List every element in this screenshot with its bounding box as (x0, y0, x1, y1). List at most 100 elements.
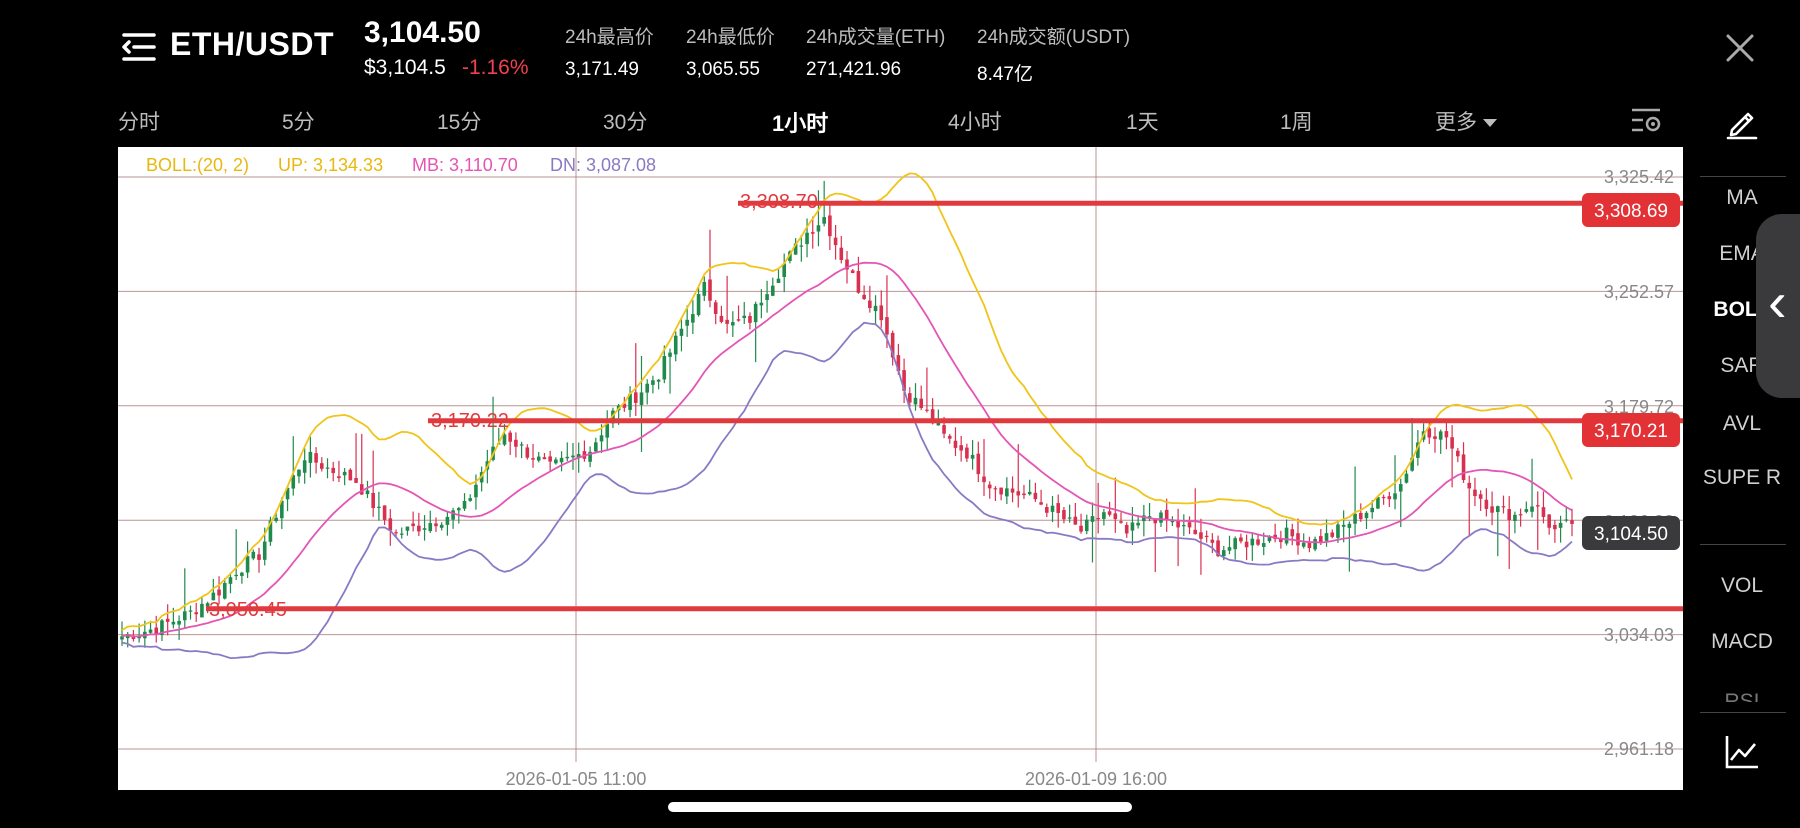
candle-up (1495, 506, 1500, 513)
level-price-tag-high-text: 3,308.69 (1594, 201, 1668, 222)
indicator-sar[interactable]: SAR (1720, 354, 1764, 377)
tab-30m[interactable]: 30分 (603, 111, 648, 134)
candle-down (548, 456, 552, 462)
candle-down (902, 370, 906, 391)
candle-down (1016, 491, 1021, 496)
candle-down (1427, 428, 1432, 438)
tab-1w[interactable]: 1周 (1280, 111, 1313, 134)
candle-down (354, 478, 358, 483)
candle-up (297, 469, 301, 477)
candle-up (645, 383, 649, 393)
pencil-draw-icon[interactable] (1724, 104, 1760, 140)
indicator-macd[interactable]: MACD (1711, 630, 1773, 653)
candle-up (245, 556, 250, 573)
close-icon[interactable] (1724, 32, 1756, 64)
candle-down (1461, 454, 1466, 481)
chart-type-icon[interactable] (1724, 734, 1760, 770)
indicator-avl[interactable]: AVL (1722, 412, 1762, 435)
tab-15m[interactable]: 15分 (437, 111, 482, 134)
indicator-rsi[interactable]: RSI (1724, 690, 1760, 702)
candle-down (1484, 499, 1489, 509)
candle-up (628, 393, 632, 410)
tab-more-dropdown[interactable]: 更多 (1435, 106, 1497, 136)
candle-down (965, 447, 969, 459)
tab-timeline[interactable]: 分时 (118, 111, 160, 134)
indicator-ma[interactable]: MA (1726, 186, 1758, 209)
candle-up (1336, 524, 1340, 538)
stat-label: 24h最高价 (565, 27, 654, 48)
candle-down (719, 315, 724, 322)
candle-up (1364, 512, 1369, 519)
boll-legend-dn: DN: 3,087.08 (550, 155, 656, 175)
candle-down (930, 409, 935, 424)
candle-up (262, 541, 267, 560)
menu-list-icon[interactable] (120, 30, 158, 64)
candle-up (776, 278, 781, 283)
candle-up (1170, 520, 1175, 523)
candle-down (633, 392, 638, 403)
candle-down (1473, 489, 1477, 497)
candle-up (753, 303, 758, 323)
candle-down (1381, 496, 1386, 499)
tab-4h[interactable]: 4小时 (948, 111, 1002, 134)
level-price-tag-mid[interactable] (1582, 413, 1680, 447)
caret-down-icon (1483, 119, 1497, 128)
candle-up (1341, 524, 1346, 527)
candle-up (1564, 519, 1569, 521)
candle-down (885, 317, 889, 335)
candle-up (685, 319, 689, 326)
candle-up (1261, 543, 1266, 547)
stat-label: 24h成交额(USDT) (977, 27, 1131, 48)
candle-up (439, 524, 444, 528)
indicator-vol[interactable]: VOL (1720, 574, 1764, 597)
chart-canvas[interactable]: BOLL:(20, 2) UP: 3,134.33 MB: 3,110.70 D… (118, 147, 1683, 790)
level-line-label-low: 3,050.45 (209, 599, 287, 621)
candle-down (508, 432, 512, 442)
chart-settings-icon[interactable] (1630, 106, 1662, 134)
tab-1h[interactable]: 1小时 (772, 111, 829, 136)
candle-down (868, 300, 872, 308)
candle-up (1136, 522, 1140, 526)
candle-up (559, 457, 564, 463)
chevron-left-icon: ‹ (1768, 270, 1787, 333)
candle-up (873, 305, 878, 312)
candlestick-chart[interactable]: BOLL:(20, 2) UP: 3,134.33 MB: 3,110.70 D… (118, 147, 1683, 790)
sidebar-collapse-handle[interactable]: ‹ (1756, 214, 1800, 398)
candle-up (177, 620, 181, 625)
tab-1d[interactable]: 1天 (1126, 111, 1159, 134)
tab-5m[interactable]: 5分 (282, 111, 315, 134)
stat-24h-volume: 24h成交量(ETH) 271,421.96 (806, 22, 945, 81)
candle-up (205, 603, 210, 607)
indicator-ema[interactable]: EMA (1719, 242, 1765, 265)
candle-up (1221, 550, 1226, 557)
level-price-tag-high[interactable] (1582, 193, 1680, 227)
candle-down (1256, 539, 1260, 545)
candle-down (725, 319, 729, 324)
candle-up (365, 490, 370, 495)
candle-up (691, 314, 695, 323)
candle-down (154, 627, 159, 635)
candle-down (856, 271, 861, 293)
candle-down (1153, 518, 1158, 524)
candle-up (1102, 512, 1106, 519)
level-line-label-high: 3,308.70 (740, 191, 818, 213)
candle-up (188, 610, 193, 612)
indicator-super[interactable]: SUPE R (1702, 466, 1782, 489)
candle-down (1039, 502, 1043, 505)
trading-pair-title[interactable]: ETH/USDT (170, 26, 334, 62)
candle-down (833, 237, 838, 246)
tab-more-label: 更多 (1435, 111, 1477, 134)
candle-down (394, 532, 398, 534)
candle-down (1199, 532, 1203, 539)
candle-down (1079, 525, 1083, 532)
candle-up (451, 510, 455, 520)
candle-down (388, 518, 393, 531)
candle-up (428, 523, 433, 532)
candle-down (1535, 505, 1540, 507)
candle-down (987, 484, 992, 489)
candle-up (1347, 523, 1352, 528)
home-indicator (668, 802, 1132, 812)
y-tick-label: 3,034.03 (1604, 625, 1674, 645)
candle-down (1176, 519, 1180, 528)
candle-down (1216, 540, 1220, 557)
